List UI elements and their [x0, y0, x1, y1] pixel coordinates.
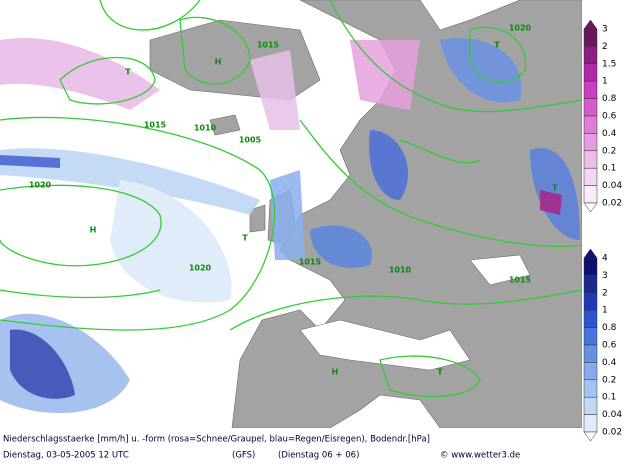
legend-swatch	[583, 327, 598, 346]
map-label: H	[332, 368, 339, 377]
legend-label: 4	[602, 254, 608, 264]
legend-label: 2	[602, 42, 608, 52]
map-label: T	[552, 184, 558, 193]
legend-swatch	[583, 98, 598, 117]
map-label: 1020	[29, 181, 52, 190]
legend-swatch	[583, 115, 598, 134]
map-labels: H H T T T T H T 1015 1020 1020 1010 1015 1005 1015 1010…	[29, 24, 558, 377]
map-label: 1020	[509, 24, 532, 33]
rain-area	[110, 180, 232, 303]
map-label: 1015	[144, 121, 167, 130]
mediterranean	[299, 319, 471, 371]
legend-arrow	[583, 202, 598, 213]
legend-label: 3	[602, 271, 608, 281]
map-label: 1015	[509, 276, 532, 285]
legend-swatch	[583, 150, 598, 169]
snow-legend: 3 2 1.5 1 0.8 0.6 0.4 0.2 0.1 0.04 0.02	[583, 19, 622, 213]
caption-source: © www.wetter3.de	[440, 451, 520, 461]
map-label: T	[494, 41, 500, 50]
precipitation	[0, 38, 580, 414]
continent	[231, 0, 583, 429]
legend-swatch	[583, 167, 598, 186]
caption-title: Niederschlagsstaerke [mm/h] u. -form (ro…	[3, 435, 430, 445]
snow-area	[540, 190, 562, 215]
rain-legend: 4 3 2 1 0.8 0.6 0.4 0.2 0.1 0.04 0.02	[583, 248, 622, 442]
snow-area	[0, 38, 160, 110]
caption-date: Dienstag, 03-05-2005 12 UTC	[3, 451, 129, 461]
legend-swatch	[583, 414, 598, 433]
legend-swatch	[583, 46, 598, 65]
legend-swatch	[583, 275, 598, 294]
legend-label: 3	[602, 25, 608, 35]
rain-area	[270, 170, 305, 260]
map-label: 1015	[257, 41, 280, 50]
legend-label: 1.5	[602, 59, 616, 69]
legend-swatch	[583, 379, 598, 398]
legend-label: 0.02	[602, 199, 622, 209]
map-label: 1005	[239, 136, 262, 145]
legend-label: 2	[602, 288, 608, 298]
caption-panel	[0, 428, 582, 466]
legend-label: 0.1	[602, 164, 616, 174]
legend-arrow	[583, 431, 598, 442]
legend-swatch	[583, 185, 598, 204]
iceland	[209, 114, 241, 136]
map-label: 1015	[299, 258, 322, 267]
legend-label: 1	[602, 77, 608, 87]
map-label: H	[90, 226, 97, 235]
isobars	[0, 0, 583, 398]
legend-label: 0.2	[602, 375, 616, 385]
rain-area	[0, 155, 60, 168]
map-label: 1010	[389, 266, 412, 275]
legend-arrow	[583, 19, 598, 30]
map-label: T	[437, 368, 443, 377]
legend-arrow	[583, 248, 598, 259]
ireland	[249, 204, 266, 233]
legend-swatch	[583, 133, 598, 152]
snow-area	[350, 40, 420, 110]
snow-area	[250, 50, 300, 130]
legend-label: 0.04	[602, 181, 622, 191]
legend-swatch	[583, 257, 598, 276]
legend-label: 0.1	[602, 393, 616, 403]
legend-swatch	[583, 80, 598, 99]
legend-label: 1	[602, 306, 608, 316]
map-label: T	[242, 234, 248, 243]
legend-label: 0.8	[602, 94, 617, 104]
legend-swatch	[583, 362, 598, 381]
legend-label: 0.4	[602, 358, 617, 368]
legend-label: 0.6	[602, 341, 617, 351]
legend-swatch	[583, 28, 598, 47]
legend-label: 0.6	[602, 112, 617, 122]
legend-swatch	[583, 396, 598, 415]
map-label: T	[125, 68, 131, 77]
rain-area	[310, 225, 372, 269]
rain-area	[10, 329, 75, 399]
legend-swatch	[583, 309, 598, 328]
caption-run: (Dienstag 06 + 06)	[278, 451, 359, 461]
rain-area	[369, 130, 409, 200]
map-label: H	[215, 58, 222, 67]
map-label: 1010	[194, 124, 217, 133]
caption-model: (GFS)	[232, 451, 255, 461]
legend-label: 0.2	[602, 146, 616, 156]
map-label: 1020	[189, 264, 212, 273]
legend-label: 0.4	[602, 129, 617, 139]
legend-swatch	[583, 63, 598, 82]
black-sea	[469, 254, 531, 286]
legend-label: 0.8	[602, 323, 617, 333]
rain-area	[440, 38, 522, 103]
legend-swatch	[583, 344, 598, 363]
legend-label: 0.04	[602, 410, 622, 420]
legend-label: 0.02	[602, 428, 622, 438]
legend-swatch	[583, 292, 598, 311]
